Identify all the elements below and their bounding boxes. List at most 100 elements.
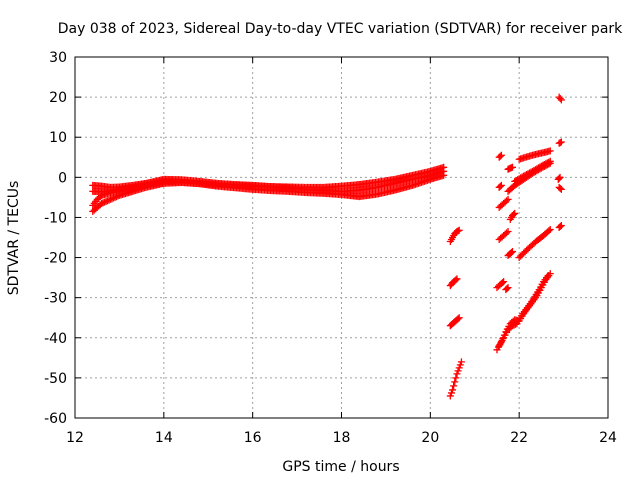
series-seg-21f [502, 284, 512, 294]
data-point [546, 147, 554, 155]
y-tick-label: -20 [44, 251, 67, 267]
y-tick-label: 10 [49, 130, 67, 146]
data-point [556, 222, 564, 230]
grid-layer [75, 57, 608, 418]
data-point [556, 184, 564, 192]
series-seg-21i [504, 163, 517, 173]
data-point [557, 221, 565, 229]
series-seg-23c [554, 173, 564, 183]
series-seg-22d [515, 225, 554, 262]
data-point [503, 285, 511, 293]
data-point [557, 138, 565, 146]
series-seg-20c [446, 314, 463, 330]
data-point [546, 225, 554, 233]
data-layer [89, 93, 565, 400]
data-point [496, 152, 504, 160]
y-tick-label: -50 [44, 371, 67, 387]
series-seg-23b [555, 138, 565, 147]
data-point [504, 284, 512, 292]
data-point [497, 181, 505, 189]
data-point [160, 179, 168, 187]
data-point [453, 275, 461, 283]
data-point [510, 210, 518, 218]
data-point [504, 195, 512, 203]
data-point [557, 96, 565, 104]
chart-title: Day 038 of 2023, Sidereal Day-to-day VTE… [58, 21, 623, 37]
series-seg-23a [555, 93, 565, 104]
series-seg-22c [511, 157, 554, 185]
data-point [503, 197, 511, 205]
data-point [509, 163, 517, 171]
data-point [499, 279, 507, 287]
y-tick-label: -10 [44, 210, 67, 226]
data-point [557, 185, 565, 193]
x-tick-label: 18 [333, 430, 351, 446]
x-tick-label: 12 [66, 430, 84, 446]
series-seg-22a [515, 147, 554, 163]
series-seg-21g [506, 209, 519, 223]
data-point [496, 182, 504, 190]
y-tick-label: 30 [49, 50, 67, 66]
data-point [509, 248, 517, 256]
y-tick-label: -30 [44, 291, 67, 307]
series-seg-21d [495, 227, 512, 244]
data-point [546, 157, 554, 165]
series-seg-22f [495, 272, 552, 350]
data-point [497, 151, 505, 159]
data-point [446, 392, 454, 400]
x-tick-label: 20 [421, 430, 439, 446]
data-point [507, 249, 515, 257]
series-seg-21e [493, 278, 508, 292]
series-seg-23d [555, 183, 565, 193]
data-point [456, 361, 464, 369]
data-point [447, 389, 455, 397]
data-point [556, 95, 564, 103]
x-tick-label: 14 [155, 430, 173, 446]
x-tick-label: 16 [244, 430, 262, 446]
y-tick-label: -60 [44, 411, 67, 427]
series-seg-21b [495, 181, 505, 191]
data-point [455, 226, 463, 234]
data-point [555, 174, 563, 182]
series-seg-23e [555, 221, 565, 231]
data-point [455, 314, 463, 322]
data-point [455, 364, 463, 372]
y-tick-label: -40 [44, 331, 67, 347]
series-seg-20b [446, 275, 461, 290]
data-point [500, 278, 508, 286]
data-point [556, 173, 564, 181]
y-tick-label: 0 [58, 170, 67, 186]
data-point [454, 315, 462, 323]
data-point [545, 158, 553, 166]
data-point [457, 358, 465, 366]
data-point [497, 338, 505, 346]
data-point [511, 209, 519, 217]
data-point [449, 386, 457, 394]
data-point [452, 374, 460, 382]
data-point [453, 370, 461, 378]
tick-layer: 12 14 16 18 20 22 24 -60 -50 -40 -30 -20 -10 0 10 20 30 [44, 50, 617, 446]
data-point [450, 382, 458, 390]
series-seg-21h [504, 248, 517, 260]
data-point [544, 272, 552, 280]
series-band-d [89, 179, 168, 209]
x-tick-label: 22 [510, 430, 528, 446]
series-seg-21a [495, 151, 505, 161]
x-tick-label: 24 [599, 430, 617, 446]
data-point [451, 378, 459, 386]
y-tick-label: 20 [49, 90, 67, 106]
series-seg-21c [495, 195, 512, 211]
x-axis-label: GPS time / hours [282, 459, 399, 475]
data-point [503, 229, 511, 237]
data-point [452, 276, 460, 284]
data-point [440, 171, 448, 179]
series-seg-20d [446, 358, 465, 400]
y-axis-label: SDTVAR / TECUs [6, 181, 22, 296]
data-point [545, 227, 553, 235]
series-seg-20a [446, 226, 463, 246]
data-point [504, 227, 512, 235]
series-band-c [89, 171, 448, 215]
data-point [454, 367, 462, 375]
